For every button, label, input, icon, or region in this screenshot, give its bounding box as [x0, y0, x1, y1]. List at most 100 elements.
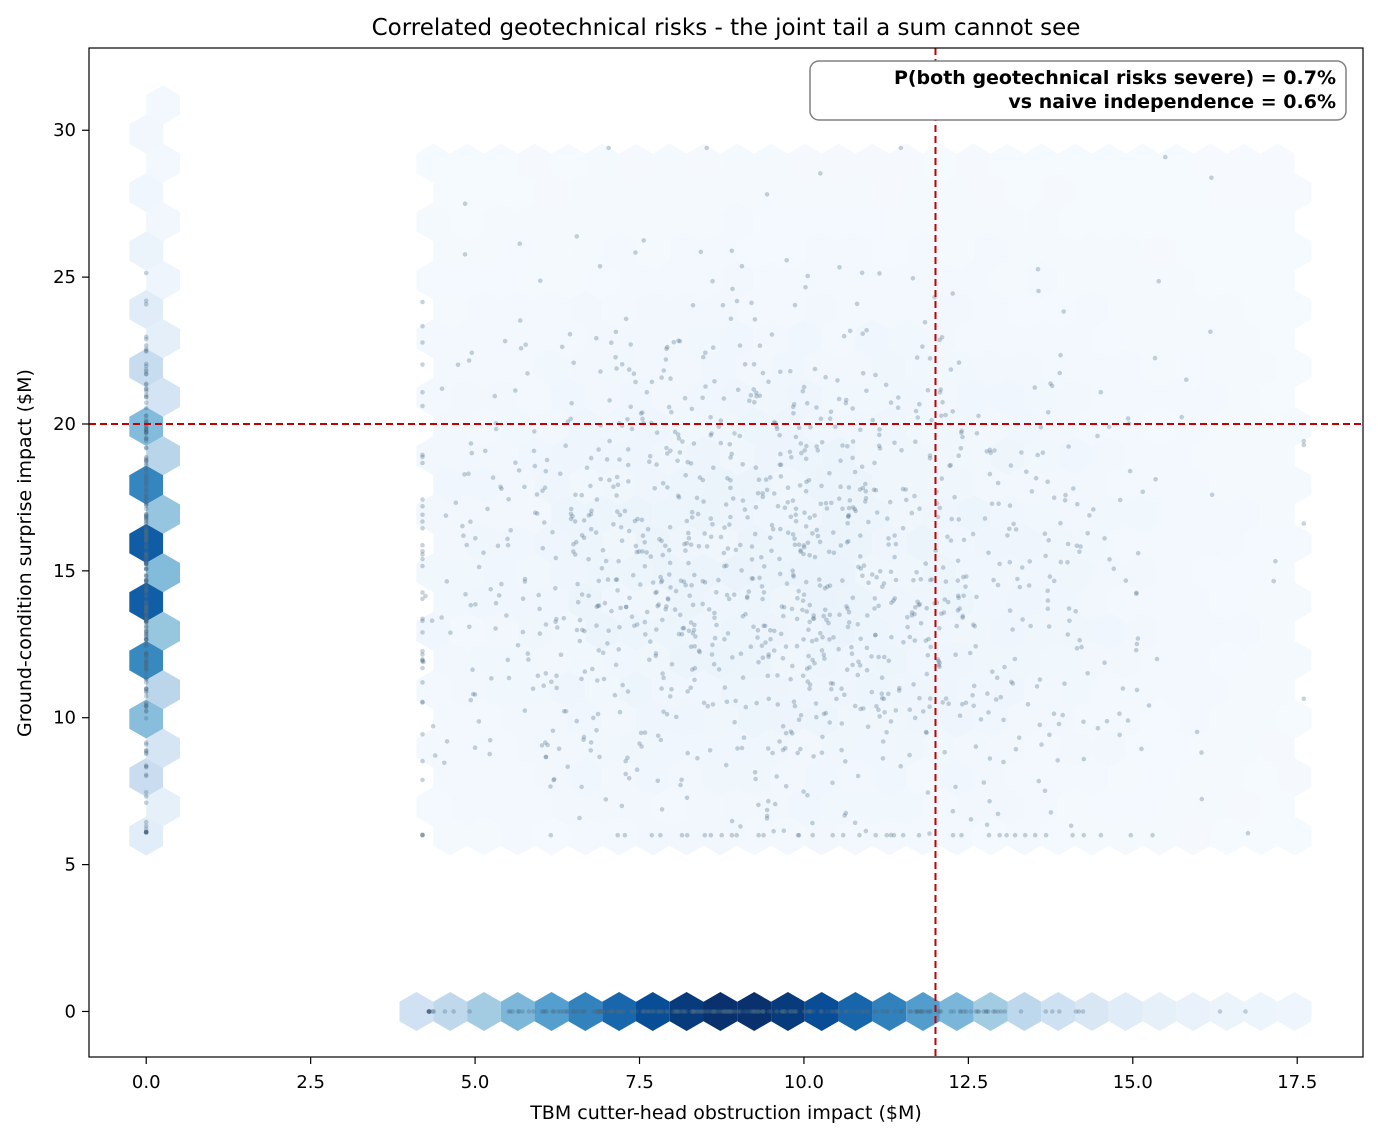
scatter-point [751, 1009, 757, 1014]
scatter-point [807, 686, 812, 692]
scatter-point [718, 1009, 723, 1014]
hexbin-cell [737, 173, 772, 212]
hexbin-cell [1091, 611, 1126, 651]
scatter-point [1037, 677, 1043, 682]
hexbin-cell [1260, 787, 1295, 827]
hexbin-cell [551, 787, 586, 827]
scatter-point [143, 521, 149, 526]
scatter-point [666, 404, 672, 410]
hexbin-cell [771, 465, 805, 505]
scatter-point [143, 496, 149, 501]
scatter-point [991, 1009, 996, 1014]
scatter-point [692, 665, 698, 671]
scatter-point [1245, 830, 1251, 836]
scatter-point [420, 556, 425, 562]
hexbin-cell [551, 319, 586, 359]
hexbin-cell [1142, 758, 1177, 797]
scatter-point [681, 579, 687, 584]
hexbin-cell [821, 611, 856, 651]
scatter-point [763, 477, 769, 482]
scatter-point [1027, 559, 1032, 564]
scatter-point [633, 543, 639, 549]
scatter-point [143, 336, 149, 342]
scatter-point [800, 673, 806, 679]
scatter-point [143, 528, 149, 534]
hexbin-cell [534, 348, 569, 388]
scatter-point [143, 496, 149, 502]
hexbin-cell [1260, 143, 1295, 183]
scatter-point [593, 530, 599, 535]
scatter-point [143, 830, 149, 835]
scatter-point [540, 545, 546, 551]
hexbin-cell [1108, 231, 1143, 271]
scatter-point [704, 1009, 710, 1014]
scatter-point [1080, 1009, 1086, 1014]
hexbin-cell [1243, 407, 1278, 446]
scatter-point [784, 581, 790, 586]
scatter-point [769, 522, 775, 528]
scatter-point [914, 570, 919, 575]
scatter-point [143, 577, 149, 583]
scatter-point [552, 776, 557, 782]
scatter-point [506, 675, 512, 681]
scatter-point [542, 520, 547, 525]
scatter-point [1209, 492, 1215, 498]
hexbin-cell [585, 494, 620, 534]
scatter-point [818, 1009, 824, 1014]
scatter-point [819, 483, 824, 489]
scatter-point [827, 470, 832, 476]
scatter-point [956, 453, 961, 459]
scatter-point [997, 832, 1002, 838]
hexbin-cell [1058, 728, 1092, 768]
hexbin-cell [973, 582, 1008, 622]
scatter-point [625, 417, 630, 422]
scatter-point [777, 739, 782, 744]
hexbin-cell [1243, 231, 1278, 271]
hexbin-cell [500, 348, 535, 388]
hexbin-cell [1227, 611, 1261, 651]
scatter-point [574, 234, 580, 239]
hexbin-cell [416, 260, 451, 300]
scatter-point [892, 554, 897, 560]
scatter-point [684, 832, 690, 838]
scatter-point [876, 603, 881, 609]
hexbin-cell [855, 436, 890, 476]
scatter-point [855, 622, 861, 627]
scatter-point [516, 1009, 522, 1014]
scatter-point [420, 758, 425, 764]
scatter-point [857, 832, 862, 838]
scatter-point [695, 1009, 701, 1014]
scatter-point [793, 1009, 798, 1014]
scatter-point [492, 393, 498, 399]
hexbin-cell [1260, 319, 1295, 359]
hexbin-cell [1243, 173, 1278, 212]
hexbin-cell [923, 436, 957, 476]
scatter-point [1038, 425, 1044, 430]
scatter-point [595, 1009, 601, 1014]
scatter-point [899, 448, 904, 453]
scatter-point [973, 1009, 979, 1014]
scatter-point [554, 673, 559, 679]
scatter-point [939, 611, 944, 617]
scatter-point [738, 542, 743, 548]
hexbin-cell [1210, 290, 1244, 329]
scatter-point [817, 577, 822, 582]
scatter-point [638, 411, 644, 416]
hexbin-cell [990, 436, 1025, 476]
scatter-point [537, 631, 543, 636]
scatter-point [764, 487, 770, 493]
scatter-point [901, 640, 906, 645]
scatter-point [730, 655, 735, 660]
scatter-point [568, 506, 574, 512]
scatter-point [822, 656, 827, 661]
scatter-point [926, 636, 931, 642]
hexbin-cell [956, 611, 991, 651]
scatter-point [873, 632, 878, 638]
hexbin-cell [1041, 816, 1075, 856]
x-tick-label: 10.0 [784, 1072, 824, 1093]
scatter-point [143, 823, 149, 829]
scatter-point [574, 718, 579, 724]
scatter-point [540, 488, 545, 494]
hexbin-cell [534, 816, 569, 856]
scatter-point [143, 417, 149, 422]
